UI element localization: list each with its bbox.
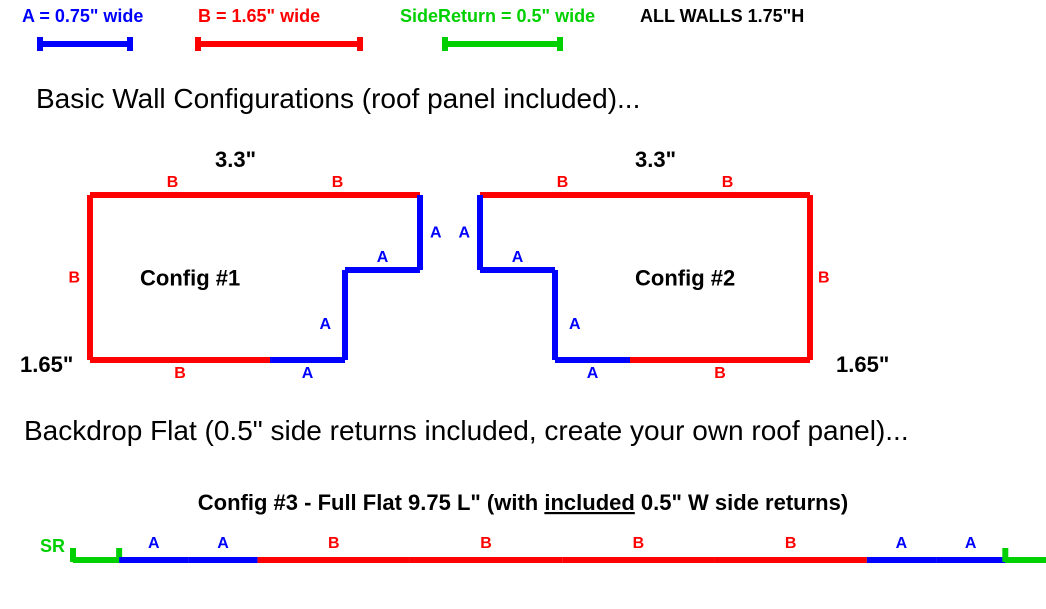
diagram-canvas: A = 0.75" wide B = 1.65" wide SideReturn =… xyxy=(0,0,1046,609)
lbl-sr: SR xyxy=(40,536,65,556)
lbl-b: B xyxy=(557,174,569,191)
lbl-A: A xyxy=(148,535,160,552)
lbl-a: A xyxy=(319,316,331,333)
lbl-b: B xyxy=(818,270,830,287)
legend-b: B = 1.65" wide xyxy=(198,6,320,26)
lbl-B: B xyxy=(480,535,492,552)
lbl-A: A xyxy=(965,535,977,552)
lbl-b: B xyxy=(68,270,80,287)
lbl-B: B xyxy=(328,535,340,552)
lbl-a: A xyxy=(430,225,442,242)
config-title: Config #2 xyxy=(635,266,735,291)
lbl-a: A xyxy=(569,316,581,333)
config3-title: Config #3 - Full Flat 9.75 L" (with incl… xyxy=(198,490,848,515)
heading-basic: Basic Wall Configurations (roof panel in… xyxy=(36,83,640,114)
lbl-b: B xyxy=(714,365,726,382)
lbl-b: B xyxy=(167,174,179,191)
dim-width: 3.3" xyxy=(215,147,256,172)
dim-height: 1.65" xyxy=(20,352,73,377)
dim-height: 1.65" xyxy=(836,352,889,377)
lbl-a: A xyxy=(377,249,389,266)
lbl-B: B xyxy=(633,535,645,552)
lbl-b: B xyxy=(174,365,186,382)
lbl-a: A xyxy=(512,249,524,266)
lbl-A: A xyxy=(896,535,908,552)
lbl-a: A xyxy=(458,225,470,242)
legend-walls: ALL WALLS 1.75"H xyxy=(640,6,804,26)
legend-sr: SideReturn = 0.5" wide xyxy=(400,6,595,26)
config-title: Config #1 xyxy=(140,266,240,291)
lbl-b: B xyxy=(722,174,734,191)
dim-width: 3.3" xyxy=(635,147,676,172)
lbl-a: A xyxy=(587,365,599,382)
heading-backdrop: Backdrop Flat (0.5" side returns include… xyxy=(24,415,909,446)
lbl-A: A xyxy=(217,535,229,552)
lbl-b: B xyxy=(332,174,344,191)
legend-a: A = 0.75" wide xyxy=(22,6,143,26)
lbl-a: A xyxy=(302,365,314,382)
lbl-B: B xyxy=(785,535,797,552)
